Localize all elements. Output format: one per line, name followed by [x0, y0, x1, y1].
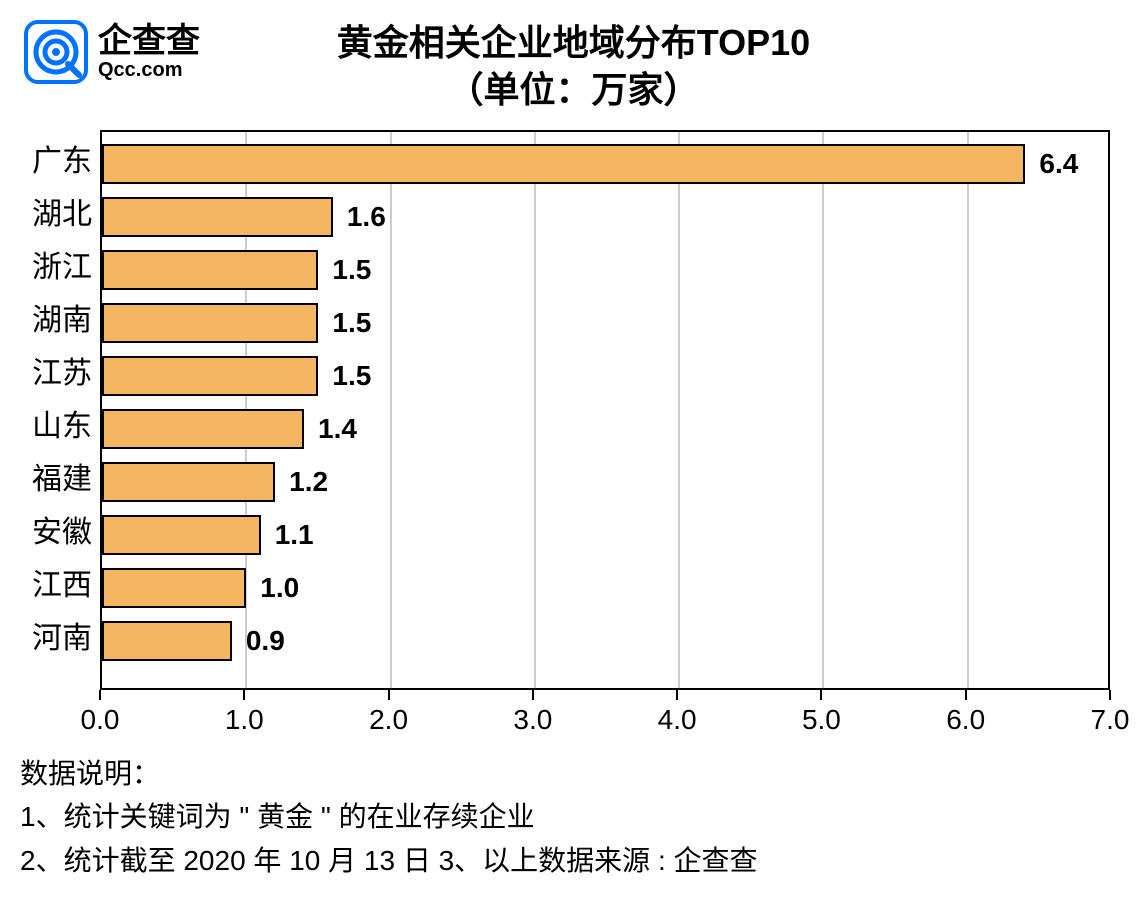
grid-line — [678, 132, 680, 688]
y-tick-label: 江苏 — [12, 354, 92, 394]
bar-row: 1.1 — [102, 515, 314, 555]
data-notes: 数据说明： 1、统计关键词为 " 黄金 " 的在业存续企业 2、统计截至 202… — [20, 752, 758, 882]
bar-row: 1.0 — [102, 568, 299, 608]
x-tick-label: 3.0 — [513, 704, 552, 736]
bar — [102, 462, 275, 502]
x-tick — [532, 690, 534, 700]
chart-title: 黄金相关企业地域分布TOP10 （单位：万家） — [0, 20, 1147, 114]
notes-line-1: 1、统计关键词为 " 黄金 " 的在业存续企业 — [20, 795, 758, 838]
y-tick-label: 湖南 — [12, 301, 92, 341]
bar-row: 1.5 — [102, 303, 371, 343]
notes-line-2: 2、统计截至 2020 年 10 月 13 日 3、以上数据来源 : 企查查 — [20, 839, 758, 882]
grid-line — [390, 132, 392, 688]
y-tick-label: 安徽 — [12, 513, 92, 553]
bar-value-label: 1.5 — [332, 307, 371, 339]
bar-value-label: 6.4 — [1039, 148, 1078, 180]
x-tick — [243, 690, 245, 700]
bar — [102, 144, 1025, 184]
bar-value-label: 1.1 — [275, 519, 314, 551]
bar-value-label: 1.0 — [260, 572, 299, 604]
bar-value-label: 1.5 — [332, 360, 371, 392]
y-tick-label: 河南 — [12, 619, 92, 659]
x-tick — [965, 690, 967, 700]
bar — [102, 409, 304, 449]
plot-frame: 6.4 1.6 1.5 1.5 1.5 1.4 1.2 1.1 1.0 0.9 — [100, 130, 1110, 690]
bar-row: 0.9 — [102, 621, 285, 661]
bar-row: 6.4 — [102, 144, 1078, 184]
x-tick-label: 7.0 — [1091, 704, 1130, 736]
bar-value-label: 1.4 — [318, 413, 357, 445]
y-tick-label: 江西 — [12, 566, 92, 606]
bar-row: 1.5 — [102, 356, 371, 396]
bar-value-label: 0.9 — [246, 625, 285, 657]
bar-chart: 6.4 1.6 1.5 1.5 1.5 1.4 1.2 1.1 1.0 0.9 0.0 1.0 2.0… — [20, 130, 1120, 740]
x-tick — [1109, 690, 1111, 700]
bar — [102, 197, 333, 237]
x-tick-label: 2.0 — [369, 704, 408, 736]
bar — [102, 515, 261, 555]
bar — [102, 303, 318, 343]
x-tick — [676, 690, 678, 700]
x-tick-label: 0.0 — [81, 704, 120, 736]
x-tick-label: 1.0 — [225, 704, 264, 736]
grid-line — [534, 132, 536, 688]
x-tick-label: 5.0 — [802, 704, 841, 736]
x-tick-label: 6.0 — [946, 704, 985, 736]
bar-row: 1.2 — [102, 462, 328, 502]
y-tick-label: 福建 — [12, 460, 92, 500]
bar — [102, 356, 318, 396]
x-tick — [388, 690, 390, 700]
title-line-1: 黄金相关企业地域分布TOP10 — [0, 20, 1147, 67]
bar-value-label: 1.5 — [332, 254, 371, 286]
y-tick-label: 浙江 — [12, 248, 92, 288]
bar-value-label: 1.6 — [347, 201, 386, 233]
y-tick-label: 山东 — [12, 407, 92, 447]
x-tick-label: 4.0 — [658, 704, 697, 736]
grid-line — [822, 132, 824, 688]
bar — [102, 250, 318, 290]
bar-row: 1.6 — [102, 197, 386, 237]
y-tick-label: 湖北 — [12, 195, 92, 235]
bar — [102, 621, 232, 661]
bar-row: 1.4 — [102, 409, 357, 449]
bar-row: 1.5 — [102, 250, 371, 290]
bar-value-label: 1.2 — [289, 466, 328, 498]
grid-line — [967, 132, 969, 688]
notes-heading: 数据说明： — [20, 752, 758, 795]
x-tick — [99, 690, 101, 700]
bar — [102, 568, 246, 608]
x-tick — [820, 690, 822, 700]
y-tick-label: 广东 — [12, 142, 92, 182]
title-line-2: （单位：万家） — [0, 67, 1147, 114]
